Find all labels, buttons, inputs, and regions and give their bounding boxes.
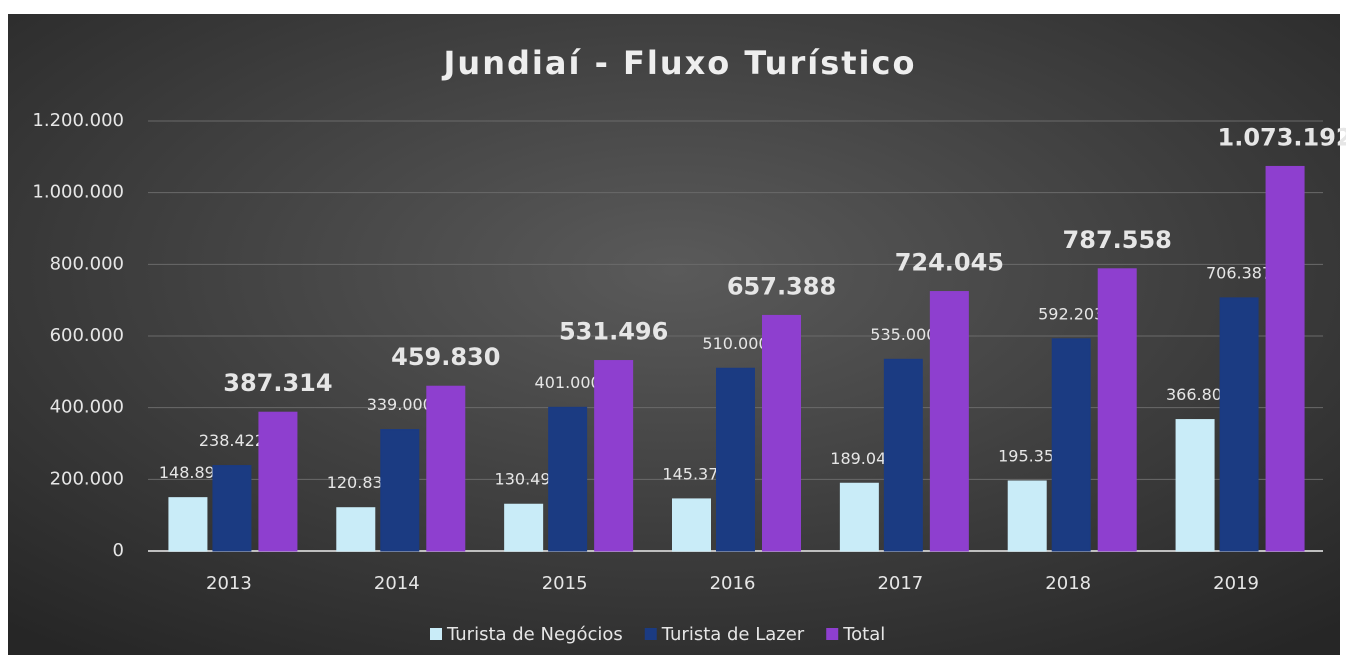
bar	[762, 314, 801, 552]
chart-background	[8, 14, 1340, 655]
y-tick-label: 0	[113, 540, 124, 561]
data-label: 535.000	[870, 325, 936, 344]
bar	[380, 429, 420, 552]
bar	[258, 411, 298, 552]
legend-swatch	[430, 628, 442, 640]
x-tick-label: 2017	[877, 573, 923, 594]
data-label: 592.203	[1038, 304, 1104, 323]
y-tick-label: 800.000	[50, 253, 124, 274]
bar	[336, 507, 376, 552]
data-label: 1.073.192	[1218, 123, 1346, 151]
bar	[504, 503, 544, 552]
bar	[1097, 268, 1137, 552]
x-tick-label: 2018	[1045, 573, 1091, 594]
bar	[1175, 419, 1215, 552]
bar	[839, 482, 879, 552]
x-tick-label: 2013	[206, 573, 252, 594]
y-tick-label: 1.000.000	[32, 182, 124, 203]
data-label: 195.355	[998, 446, 1064, 465]
chart-title: Jundiaí - Fluxo Turístico	[442, 44, 917, 82]
data-label: 148.892	[159, 463, 225, 482]
data-label: 724.045	[895, 249, 1004, 277]
y-tick-label: 400.000	[50, 397, 124, 418]
y-tick-label: 1.200.000	[32, 110, 124, 131]
data-label: 366.805	[1166, 385, 1232, 404]
bar	[929, 291, 969, 552]
data-label: 787.558	[1063, 226, 1172, 254]
legend-label: Total	[842, 624, 885, 645]
data-label: 130.496	[495, 470, 561, 489]
x-tick-label: 2016	[710, 573, 756, 594]
x-tick-label: 2019	[1213, 573, 1259, 594]
data-label: 706.387	[1206, 263, 1272, 282]
bar	[426, 385, 466, 552]
data-label: 120.830	[327, 473, 393, 492]
data-label: 387.314	[223, 369, 332, 397]
data-label: 145.372	[662, 464, 728, 483]
bar	[168, 497, 208, 552]
data-label: 657.388	[727, 272, 836, 300]
bar	[548, 406, 588, 552]
legend-label: Turista de Negócios	[446, 624, 623, 645]
data-label: 238.422	[199, 431, 265, 450]
bar	[1219, 297, 1259, 552]
bar	[883, 358, 923, 552]
legend: Turista de Negócios Turista de Lazer Total	[430, 624, 885, 645]
y-tick-label: 600.000	[50, 325, 124, 346]
data-label: 510.000	[702, 334, 768, 353]
data-label: 401.000	[535, 373, 601, 392]
bar	[594, 360, 634, 552]
data-label: 459.830	[391, 343, 500, 371]
x-tick-label: 2015	[542, 573, 588, 594]
bar	[212, 465, 252, 552]
data-label: 339.000	[367, 395, 433, 414]
x-tick-label: 2014	[374, 573, 420, 594]
legend-label: Turista de Lazer	[661, 624, 805, 645]
y-tick-label: 200.000	[50, 468, 124, 489]
legend-swatch	[826, 628, 839, 640]
bar	[716, 367, 755, 552]
legend-swatch	[644, 628, 657, 640]
data-label: 189.045	[830, 449, 896, 468]
data-label: 531.496	[559, 318, 668, 346]
bar	[1265, 165, 1305, 552]
bar	[1051, 338, 1091, 552]
bar	[1007, 480, 1047, 552]
bar	[672, 498, 711, 552]
